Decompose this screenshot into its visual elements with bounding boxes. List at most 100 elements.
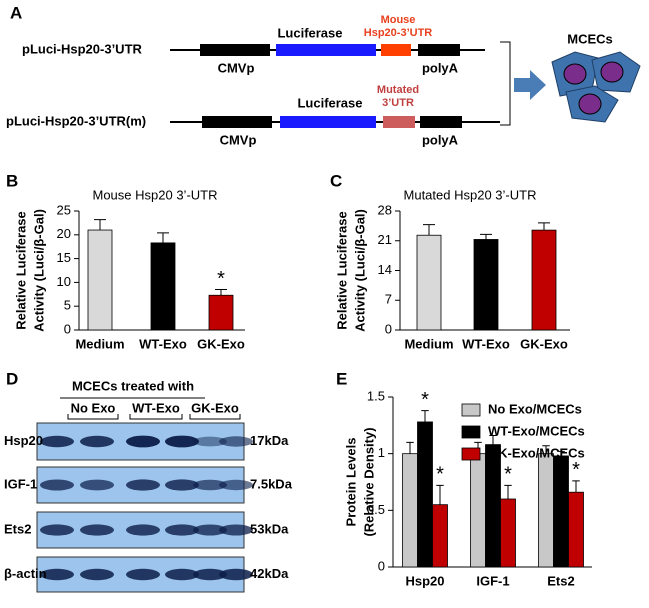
y-tick-label: 25 bbox=[57, 202, 71, 217]
band bbox=[193, 524, 227, 536]
y-tick-label: 14 bbox=[378, 262, 392, 277]
gene-label: Luciferase bbox=[297, 95, 362, 110]
y-axis-label: Protein Levels bbox=[343, 438, 358, 527]
size-label: 17kDa bbox=[250, 433, 289, 448]
chart-title: Mutated Hsp20 3’-UTR bbox=[404, 187, 537, 202]
bar bbox=[485, 444, 501, 568]
band bbox=[80, 568, 114, 581]
bar bbox=[402, 453, 418, 568]
error-bar bbox=[215, 289, 227, 296]
y-axis-label: Relative Luciferase bbox=[13, 211, 28, 330]
utr-box bbox=[381, 44, 411, 56]
error-bar bbox=[480, 233, 492, 240]
legend-swatch bbox=[461, 403, 481, 417]
band bbox=[40, 524, 74, 536]
band bbox=[40, 435, 74, 448]
protein-label: Ets2 bbox=[4, 521, 31, 536]
construct-2: pLuci-Hsp20-3’UTR(m) Luciferase Mutated … bbox=[6, 84, 500, 147]
protein-label: Hsp20 bbox=[4, 433, 43, 448]
x-tick-label: Medium bbox=[404, 336, 453, 351]
polya-label: polyA bbox=[422, 60, 459, 75]
y-tick-label: 0.5 bbox=[367, 502, 385, 517]
error-bar bbox=[504, 484, 512, 499]
significance: * bbox=[421, 389, 429, 411]
nucleus bbox=[578, 93, 602, 115]
construct-name: pLuci-Hsp20-3’UTR(m) bbox=[6, 113, 146, 128]
utr-label: Mouse bbox=[381, 14, 416, 26]
bar bbox=[568, 491, 584, 568]
y-tick-label: 5 bbox=[64, 298, 71, 313]
band bbox=[219, 479, 253, 491]
promoter-box bbox=[202, 116, 272, 128]
x-tick-label: Medium bbox=[75, 336, 124, 351]
band bbox=[126, 435, 160, 448]
lane-bracket bbox=[67, 414, 119, 420]
x-tick-label: GK-Exo bbox=[197, 336, 245, 351]
blot-header: MCECs treated with bbox=[72, 378, 194, 393]
error-bar bbox=[436, 484, 444, 505]
panel-letter: C bbox=[330, 171, 342, 190]
band bbox=[126, 524, 160, 536]
error-bar bbox=[572, 480, 580, 493]
polya-label: polyA bbox=[422, 132, 459, 147]
utr-box bbox=[383, 116, 415, 128]
error-bar bbox=[421, 410, 429, 422]
error-bar bbox=[423, 224, 435, 236]
x-tick-label: IGF-1 bbox=[476, 573, 509, 588]
utr-label: 3’UTR bbox=[382, 97, 414, 109]
bar bbox=[470, 453, 486, 568]
size-label: 7.5kDa bbox=[250, 476, 293, 491]
band bbox=[80, 524, 114, 536]
polya-box bbox=[420, 116, 462, 128]
construct-1: pLuci-Hsp20-3’UTR Luciferase Mouse Hsp20… bbox=[22, 14, 485, 75]
promoter-label: CMVp bbox=[218, 60, 255, 75]
protein-label: IGF-1 bbox=[4, 476, 37, 491]
lane-bracket bbox=[189, 414, 241, 420]
band bbox=[165, 435, 199, 448]
legend-label: GK-Exo/MCECs bbox=[488, 445, 585, 460]
utr-label: Hsp20-3’UTR bbox=[364, 27, 433, 39]
legend-swatch bbox=[461, 447, 481, 461]
band bbox=[193, 479, 227, 491]
x-tick-label: WT-Exo bbox=[139, 336, 187, 351]
band bbox=[165, 479, 199, 491]
gene-box bbox=[276, 44, 376, 56]
nucleus bbox=[600, 61, 624, 83]
bar bbox=[208, 294, 234, 331]
lane-bracket bbox=[129, 414, 183, 420]
band bbox=[165, 524, 199, 536]
panel-letter: A bbox=[10, 3, 22, 22]
significance: * bbox=[572, 459, 580, 481]
chart-title: Mouse Hsp20 3’-UTR bbox=[93, 187, 218, 202]
significance: * bbox=[504, 464, 512, 486]
bar bbox=[500, 498, 516, 568]
arrow bbox=[514, 70, 546, 100]
y-axis-label: (Relative Density) bbox=[361, 427, 376, 536]
panel-letter: B bbox=[6, 171, 18, 190]
chart: C Mutated Hsp20 3’-UTR Relative Luciferase… bbox=[330, 171, 570, 351]
error-bar bbox=[406, 441, 414, 454]
construct-name: pLuci-Hsp20-3’UTR bbox=[22, 41, 143, 56]
utr-label: Mutated bbox=[377, 84, 419, 96]
panel-letter: E bbox=[336, 369, 347, 388]
y-tick-label: 0 bbox=[64, 321, 71, 336]
legend-swatch bbox=[461, 425, 481, 439]
bar bbox=[538, 453, 554, 568]
bar bbox=[416, 234, 442, 331]
band bbox=[193, 436, 227, 447]
band bbox=[80, 435, 114, 448]
gene-box bbox=[280, 116, 376, 128]
y-axis-label: Relative Luciferase bbox=[334, 211, 349, 330]
bracket bbox=[500, 41, 511, 126]
legend-label: WT-Exo/MCECs bbox=[488, 423, 585, 438]
legend-label: No Exo/MCECs bbox=[488, 401, 582, 416]
y-axis-label: Activity (Luci/β-Gal) bbox=[31, 209, 46, 332]
promoter-box bbox=[200, 44, 270, 56]
y-axis-label: Activity (Luci/β-Gal) bbox=[352, 209, 367, 332]
y-tick-label: 0 bbox=[385, 321, 392, 336]
bar bbox=[87, 229, 113, 331]
y-tick-label: 1.5 bbox=[367, 388, 385, 403]
error-bar bbox=[538, 222, 550, 231]
error-bar bbox=[94, 219, 106, 231]
